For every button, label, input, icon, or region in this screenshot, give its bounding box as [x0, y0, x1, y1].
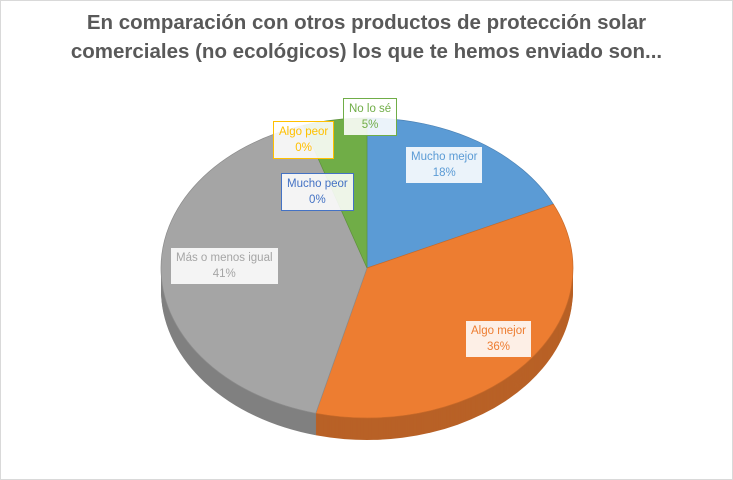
label-mucho-mejor: Mucho mejor 18% — [405, 146, 484, 184]
label-algo-peor: Algo peor 0% — [273, 121, 335, 159]
label-mas-o-menos-igual: Más o menos igual 41% — [170, 247, 279, 285]
label-mucho-peor: Mucho peor 0% — [281, 173, 354, 211]
pie-slice-algo-mejor — [315, 203, 574, 419]
label-no-lo-se: No lo sé 5% — [343, 98, 398, 136]
label-algo-mejor: Algo mejor 36% — [465, 320, 532, 358]
chart-title: En comparación con otros productos de pr… — [70, 11, 663, 63]
